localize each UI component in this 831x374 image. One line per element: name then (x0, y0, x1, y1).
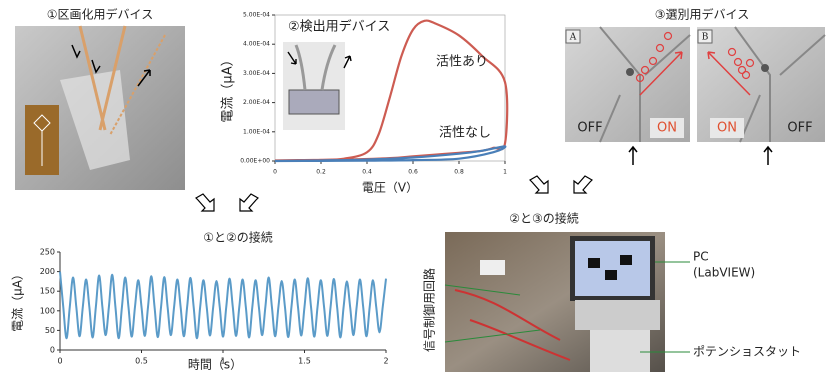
inset-bg (283, 42, 345, 130)
device3-label: ③選別用デバイス (655, 7, 749, 22)
state-label: ON (657, 121, 677, 136)
connect-label: ②と③の接続 (509, 211, 579, 226)
x-tick-label: 0 (57, 357, 62, 366)
x-tick-label: 0.2 (316, 169, 326, 176)
y-tick-label: 4.00E-04 (243, 41, 270, 48)
y-tick-label: 3.00E-04 (243, 70, 270, 77)
data-line (60, 272, 386, 339)
y-tick-label: 0 (50, 346, 55, 355)
x-tick-label: 0.6 (408, 169, 418, 176)
data-line (275, 146, 505, 161)
y-tick-label: 150 (40, 287, 55, 296)
chart-title: ①と②の接続 (203, 230, 273, 245)
state-label: OFF (577, 121, 602, 136)
panel-label: B (702, 33, 709, 43)
potentiostat-label: ポテンショスタット (693, 345, 801, 359)
pc-label: PC (693, 250, 709, 264)
chart-title: ②検出用デバイス (288, 19, 390, 35)
y-axis-label: 電流（μA） (221, 53, 236, 122)
photo-device1 (15, 26, 185, 190)
panel-label: A (569, 33, 577, 43)
y-axis-label: 電流（μA） (11, 268, 25, 332)
y-tick-label: 0.00E+00 (240, 158, 270, 165)
x-tick-label: 0.8 (454, 169, 464, 176)
photo-sorting (565, 27, 825, 165)
x-tick-label: 1.5 (298, 357, 311, 366)
x-axis-label: 電圧（V） (362, 181, 418, 195)
series-label: 活性あり (436, 55, 488, 70)
figure: ①区画化用デバイス ③選別用デバイス A B OFF ON ON OFF ②と③… (0, 0, 831, 374)
x-tick-label: 0.4 (362, 169, 372, 176)
x-tick-label: 1 (503, 169, 507, 176)
state-label: ON (717, 121, 737, 136)
y-tick-label: 250 (40, 248, 55, 257)
circuit-label: 信号制御用回路 (422, 268, 437, 352)
y-tick-label: 2.00E-04 (243, 99, 270, 106)
photo-setup (445, 232, 665, 372)
y-tick-label: 100 (40, 306, 55, 315)
y-tick-label: 1.00E-04 (243, 128, 270, 135)
series-label: 活性なし (439, 126, 491, 141)
x-axis-label: 時間（s） (188, 358, 242, 372)
device1-label: ①区画化用デバイス (47, 7, 153, 22)
x-tick-label: 2 (383, 357, 388, 366)
x-tick-label: 0.5 (135, 357, 148, 366)
y-tick-label: 5.00E-04 (243, 12, 270, 19)
x-tick-label: 0 (273, 169, 277, 176)
y-tick-label: 50 (45, 326, 55, 335)
y-tick-label: 200 (40, 267, 55, 276)
inset-device (289, 90, 339, 114)
state-label: OFF (787, 121, 812, 136)
pc-label: (LabVIEW) (693, 266, 755, 280)
chart: 0.00E+00 1.00E-04 2.00E-04 3.00E-04 4.00E-04… (221, 12, 508, 195)
inset-photo (283, 42, 351, 130)
